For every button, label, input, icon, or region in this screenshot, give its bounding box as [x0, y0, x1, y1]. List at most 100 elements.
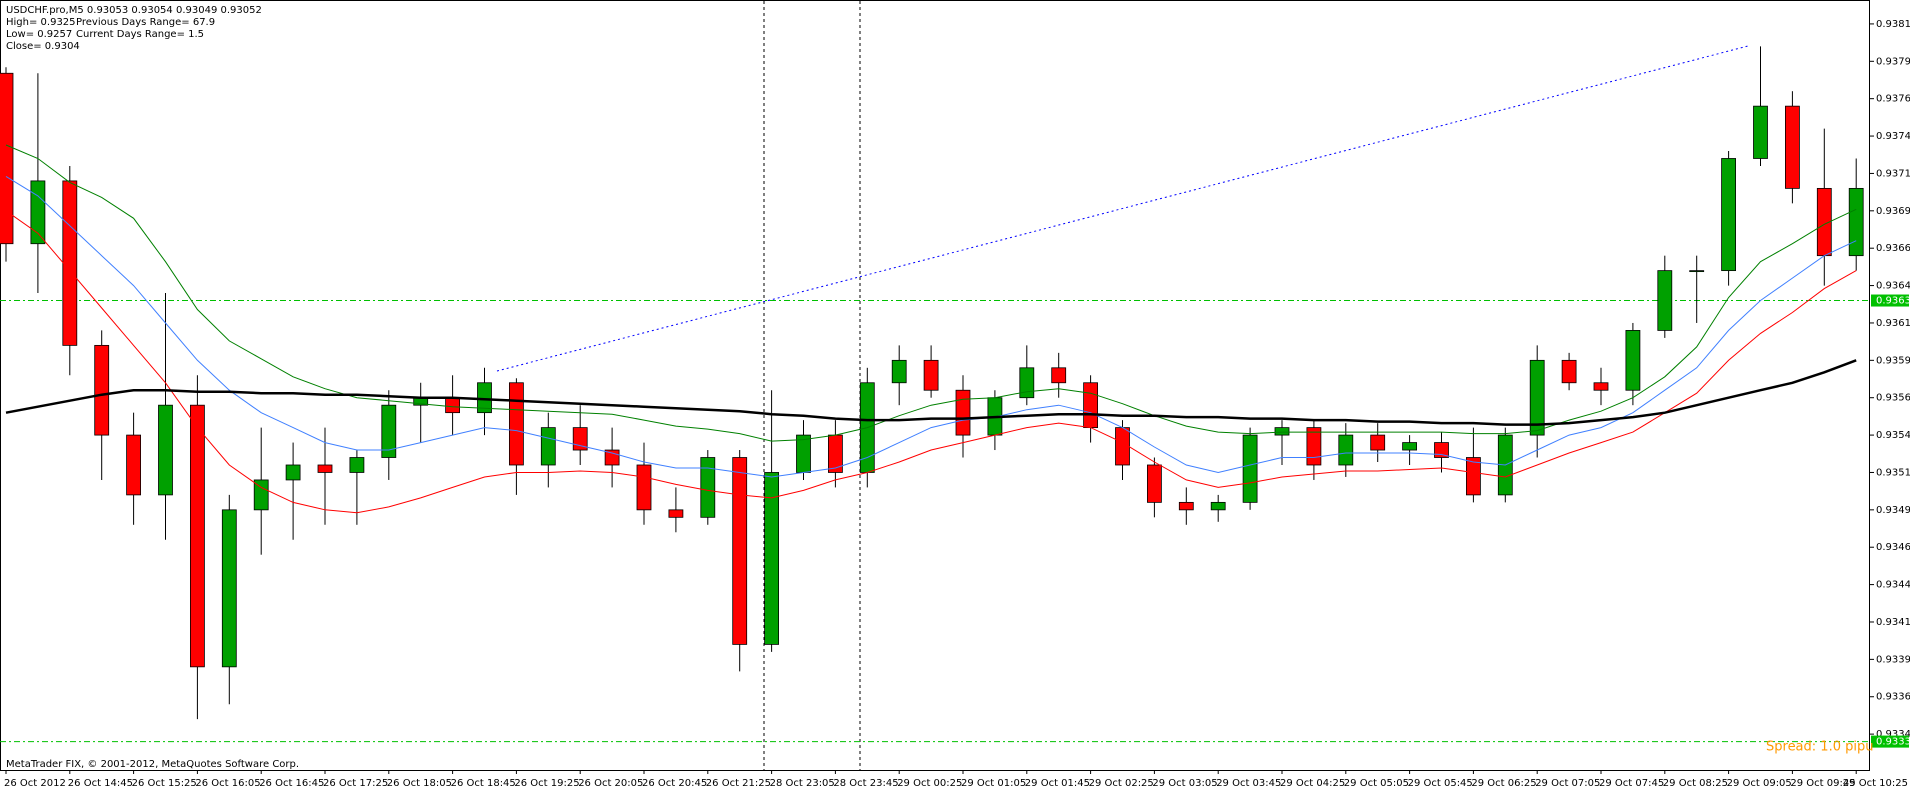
candle-body: [668, 509, 684, 518]
candle-body: [1721, 158, 1736, 272]
x-tick-label: 29 Oct 09:45: [1790, 778, 1855, 789]
candle-body: [1402, 442, 1417, 451]
candle-body: [1083, 382, 1098, 429]
x-tick-label: 26 Oct 14:45: [68, 778, 133, 789]
y-tick-label: 0.93715: [1876, 168, 1910, 179]
x-tick-label: 26 Oct 18:05: [387, 778, 452, 789]
candle-body: [381, 404, 397, 458]
x-tick-label: 26 Oct 16:05: [195, 778, 260, 789]
candle-body: [253, 479, 269, 511]
x-tick-label: 26 Oct 21:25: [706, 778, 771, 789]
candle-body: [700, 457, 716, 518]
candle-body: [1274, 427, 1290, 436]
x-tick-label: 26 Oct 16:45: [259, 778, 324, 789]
x-tick-label: 29 Oct 00:25: [897, 778, 962, 789]
candle-body: [1147, 464, 1162, 503]
x-tick-label: 29 Oct 05:45: [1408, 778, 1473, 789]
level-tag: [1871, 294, 1909, 307]
y-tick-label: 0.93615: [1876, 318, 1910, 329]
x-tick-label: 26 Oct 19:25: [514, 778, 579, 789]
candle-body: [540, 427, 556, 466]
x-tick-label: 28 Oct 23:45: [833, 778, 898, 789]
x-tick-label: 29 Oct 08:25: [1663, 778, 1728, 789]
x-tick-label: 29 Oct 04:25: [1280, 778, 1345, 789]
candle-body: [955, 389, 971, 436]
x-tick-label: 29 Oct 03:05: [1152, 778, 1217, 789]
candle-body: [1848, 187, 1864, 257]
high-text: High= 0.9325: [6, 17, 76, 28]
candle-body: [1178, 501, 1194, 511]
candle-body: [30, 180, 46, 245]
plot-frame: [0, 0, 1870, 771]
candle-body: [1306, 427, 1322, 466]
candle-body: [796, 434, 811, 473]
curr-range-text: Current Days Range= 1.5: [76, 29, 204, 40]
x-tick-label: 29 Oct 05:05: [1344, 778, 1409, 789]
candle-body: [1019, 367, 1035, 399]
candle-body: [1338, 434, 1354, 466]
candle-body: [1561, 359, 1577, 384]
x-tick-label: 29 Oct 09:05: [1727, 778, 1792, 789]
candle-body: [285, 464, 301, 481]
candle-body: [221, 509, 237, 668]
candle-body: [1689, 270, 1705, 273]
candle-body: [1593, 382, 1609, 391]
y-tick-label: 0.93515: [1876, 467, 1910, 478]
moving-average: [5, 359, 1857, 426]
level-label: 0.93335: [1876, 737, 1910, 748]
copyright: MetaTrader FIX, © 2001-2012, MetaQuotes …: [6, 759, 299, 770]
x-tick-label: 26 Oct 20:45: [642, 778, 707, 789]
candle-body: [636, 464, 652, 511]
x-tick-label: 29 Oct 02:25: [1089, 778, 1154, 789]
x-tick-label: 29 Oct 07:05: [1535, 778, 1600, 789]
moving-average: [5, 175, 1857, 478]
x-tick-label: 29 Oct 07:45: [1599, 778, 1664, 789]
candle-body: [891, 359, 907, 384]
candle-body: [445, 397, 461, 414]
candle-body: [508, 382, 524, 466]
candle-body: [189, 404, 205, 668]
candle-body: [62, 180, 78, 346]
low-text: Low= 0.9257: [6, 29, 72, 40]
x-tick-label: 29 Oct 01:45: [1025, 778, 1090, 789]
candle-body: [764, 472, 779, 645]
candle-body: [1051, 367, 1067, 384]
candle-body: [1657, 270, 1673, 331]
trend-line: [496, 45, 1749, 372]
moving-average: [5, 144, 1857, 442]
y-tick-label: 0.93565: [1876, 393, 1910, 404]
y-tick-label: 0.93365: [1876, 692, 1910, 703]
spread-text: Spread: 1.0 pipu: [1766, 740, 1873, 755]
candle-body: [126, 434, 141, 496]
candle-body: [158, 404, 173, 496]
candle-body: [1370, 434, 1386, 451]
prev-range-text: Previous Days Range= 67.9: [76, 17, 215, 28]
candle-body: [94, 344, 110, 436]
y-tick-label: 0.93465: [1876, 542, 1910, 553]
candle-body: [1242, 434, 1258, 503]
x-tick-label: 29 Oct 03:45: [1216, 778, 1281, 789]
candle-body: [1466, 457, 1481, 496]
candle-body: [732, 457, 748, 645]
y-tick-label: 0.93415: [1876, 617, 1910, 628]
y-tick-label: 0.93765: [1876, 94, 1910, 105]
moving-average: [5, 210, 1857, 514]
x-tick-label: 26 Oct 18:45: [451, 778, 516, 789]
candle-body: [317, 464, 333, 473]
x-tick-label: 29 Oct 06:25: [1471, 778, 1536, 789]
close-text: Close= 0.9304: [6, 41, 80, 52]
candle-body: [923, 359, 939, 391]
candle-body: [1115, 427, 1130, 466]
x-tick-label: 26 Oct 17:25: [323, 778, 388, 789]
